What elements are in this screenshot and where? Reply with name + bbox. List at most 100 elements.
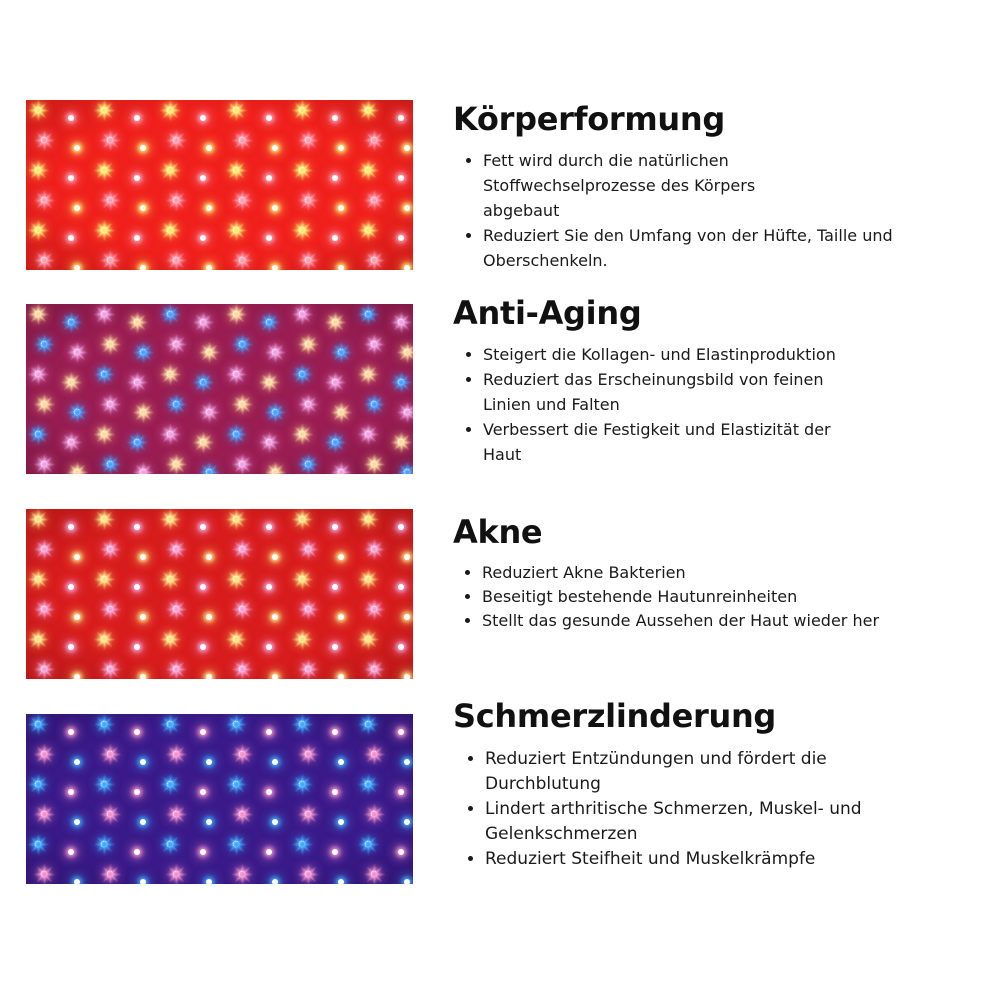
led-light [159,363,181,385]
led-light [206,554,212,560]
led-light [264,401,286,423]
led-light [338,265,344,270]
led-light [404,614,410,620]
list-item: Stellt das gesunde Aussehen der Haut wie… [482,609,973,633]
led-light [27,833,49,855]
led-light [33,129,55,151]
led-light [297,598,319,620]
led-light [68,789,74,795]
led-light [134,115,140,121]
led-light [66,341,88,363]
led-light [68,524,74,530]
led-light [200,235,206,241]
led-light [291,100,313,121]
led-light [159,568,181,590]
led-light [99,598,121,620]
led-light [338,819,344,825]
led-light [134,584,140,590]
led-light [159,833,181,855]
led-light [200,789,206,795]
led-light [33,658,55,679]
led-light [93,363,115,385]
led-light [338,145,344,151]
led-light [363,863,385,884]
led-light [363,333,385,355]
led-light [27,568,49,590]
led-light [126,371,148,393]
led-light [159,714,181,735]
led-light [99,538,121,560]
led-light [27,509,49,530]
led-light [231,189,253,211]
led-light [140,819,146,825]
led-light [297,129,319,151]
led-light [126,311,148,333]
bullet-list: Reduziert Entzündungen und fördert die D… [453,747,973,872]
led-light [297,803,319,825]
led-light [297,333,319,355]
led-light [74,205,80,211]
led-light [99,803,121,825]
led-light [266,789,272,795]
led-light [165,333,187,355]
led-light [93,219,115,241]
led-light [74,614,80,620]
led-light [330,341,352,363]
led-light [357,773,379,795]
led-light [272,554,278,560]
led-light [68,175,74,181]
bullet-list: Steigert die Kollagen- und Elastinproduk… [453,342,973,467]
led-light [93,714,115,735]
led-light [165,863,187,884]
led-light [357,304,379,325]
led-light [134,524,140,530]
led-light [33,393,55,415]
led-light [93,304,115,325]
led-light [27,304,49,325]
led-light [291,628,313,650]
led-light [165,453,187,474]
led-light [404,145,410,151]
led-light [66,401,88,423]
led-light [332,235,338,241]
led-light [99,393,121,415]
led-light [93,568,115,590]
led-light [398,235,404,241]
led-light [132,401,154,423]
led-light [27,159,49,181]
led-light [74,145,80,151]
led-light [126,431,148,453]
led-light [398,175,404,181]
led-light [93,773,115,795]
led-light [266,235,272,241]
led-light [404,554,410,560]
led-glow-ray [396,471,413,473]
list-item: Beseitigt bestehende Hautunreinheiten [482,585,973,609]
led-light [27,714,49,735]
led-light [68,115,74,121]
led-light [99,743,121,765]
led-light [357,219,379,241]
led-light [140,759,146,765]
led-light [363,393,385,415]
led-glow-ray [396,351,413,353]
led-light [332,584,338,590]
led-light [404,879,410,884]
led-light [66,461,88,474]
led-glow-ray [396,411,413,413]
list-item: Lindert arthritische Schmerzen, Muskel- … [485,797,925,847]
led-light [192,311,214,333]
led-light [60,431,82,453]
led-light [225,773,247,795]
led-light [134,729,140,735]
led-light [60,311,82,333]
led-light [200,175,206,181]
led-light [140,879,146,884]
led-light [60,371,82,393]
led-light [272,819,278,825]
led-light [33,743,55,765]
led-light [338,205,344,211]
led-light [27,363,49,385]
led-light [398,524,404,530]
led-light [291,714,313,735]
